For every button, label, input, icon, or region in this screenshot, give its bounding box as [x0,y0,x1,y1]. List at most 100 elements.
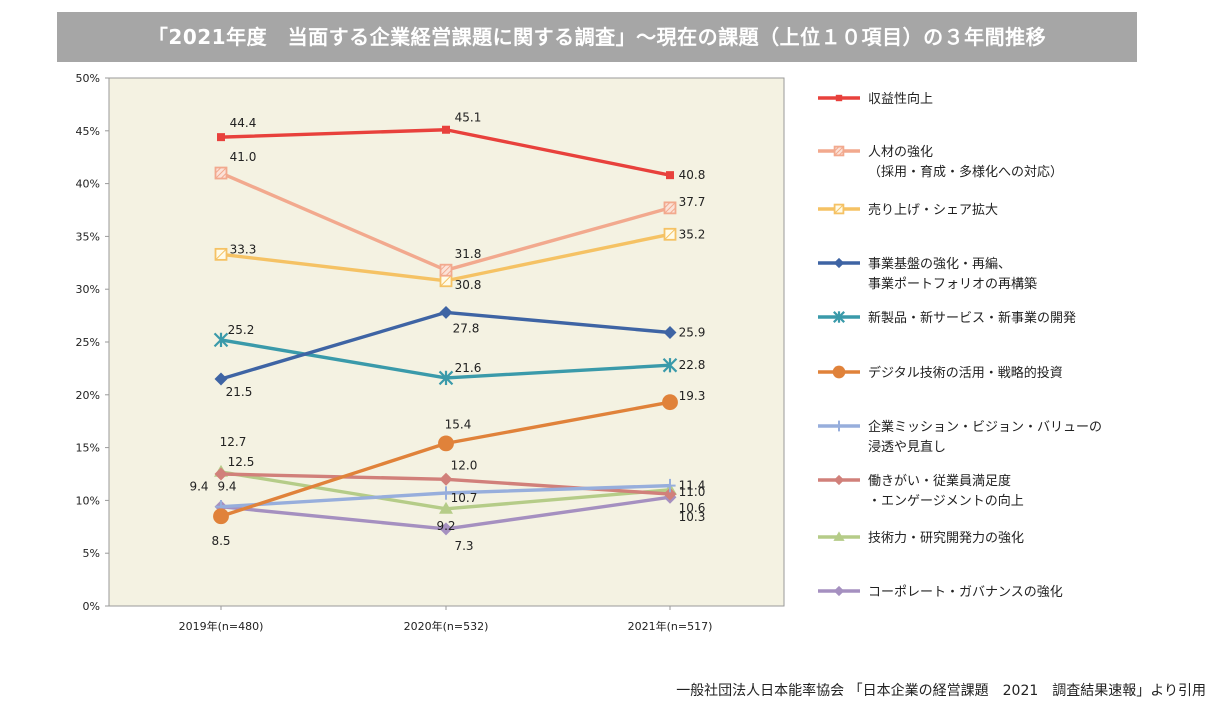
data-label: 22.8 [679,358,706,372]
series-3 [214,305,677,386]
data-label: 9.4 [217,480,236,494]
y-tick-label: 20% [76,389,100,402]
data-label: 11.0 [679,485,706,499]
legend-label: 収益性向上 [868,91,933,107]
point-marker [835,94,843,102]
data-label: 10.6 [679,501,706,515]
point-marker [833,257,845,269]
series-1 [214,166,677,277]
point-marker [662,394,678,411]
point-marker [833,311,845,323]
point-marker [832,365,846,379]
legend-label: 人材の強化 [868,145,933,160]
data-label: 12.5 [228,455,255,469]
point-marker [213,332,229,348]
x-axis: 2019年(n=480) 2020年(n=532) 2021年(n=517) [179,606,712,633]
data-label: 25.9 [679,325,706,339]
legend-label: （採用・育成・多様化への対応） [868,164,1063,180]
x-tick-label: 2020年(n=532) [404,619,489,633]
data-label: 10.7 [451,491,478,505]
point-marker [439,305,453,319]
y-tick-label: 25% [76,336,100,349]
data-label: 30.8 [455,278,482,292]
series-0 [217,125,674,180]
point-marker [440,486,452,500]
point-marker [833,531,845,541]
data-label: 11.4 [679,479,706,493]
legend-entry: 新製品・新サービス・新事業の開発 [818,310,1076,326]
legend-entry: コーポレート・ガバナンスの強化 [818,585,1063,600]
series-layer [213,125,678,536]
legend-label: 働きがい・従業員満足度 [868,473,1011,489]
data-label: 37.7 [679,195,706,209]
data-label: 12.7 [220,435,247,449]
y-tick-label: 35% [76,230,100,243]
point-marker [663,201,677,215]
y-tick-label: 40% [76,178,100,191]
data-label: 9.4 [189,480,208,494]
series-2 [214,227,677,288]
point-marker [439,522,453,536]
point-marker [214,372,228,386]
series-5 [213,394,678,525]
legend-label: 売り上げ・シェア拡大 [868,202,998,218]
legend-label: デジタル技術の活用・戦略的投資 [868,365,1063,381]
data-labels: 44.4 45.1 40.8 41.0 31.8 37.7 33.3 30.8 35.2 21.5… [189,111,705,553]
point-marker [217,133,225,142]
data-label: 33.3 [230,242,257,256]
point-marker [833,203,845,215]
data-label: 27.8 [453,321,480,335]
legend-label: 新製品・新サービス・新事業の開発 [868,310,1076,326]
point-marker [438,435,454,452]
data-label: 8.5 [211,534,230,548]
series-6 [215,478,676,514]
y-tick-label: 30% [76,283,100,296]
data-label: 15.4 [445,417,472,431]
data-label: 21.6 [455,361,482,375]
point-marker [442,125,450,134]
point-marker [214,166,228,180]
legend-entry: 人材の強化 （採用・育成・多様化への対応） [818,145,1063,180]
point-marker [663,326,677,339]
legend-label: 技術力・研究開発力の強化 [868,531,1024,546]
source-note: 一般社団法人日本能率協会 「日本企業の経営課題 2021 調査結果速報」より引用 [676,683,1206,699]
y-axis: 0% 5% 10% 15% 20% 25% 30% 35% 40% 45% 50% [76,72,109,613]
point-marker [833,585,845,597]
data-label: 44.4 [230,116,257,130]
legend-label: 事業ポートフォリオの再構築 [868,276,1037,292]
data-label: 35.2 [679,227,706,241]
data-label: 40.8 [679,168,706,182]
legend-entry: 働きがい・従業員満足度・エンゲージメントの向上 [818,473,1024,509]
legend-entry: 売り上げ・シェア拡大 [818,202,998,218]
point-marker [663,227,677,241]
legend-entry: 事業基盤の強化・再編、事業ポートフォリオの再構築 [818,256,1037,292]
point-marker [439,274,453,288]
y-tick-label: 45% [76,125,100,138]
point-marker [662,357,678,373]
data-label: 45.1 [455,111,482,125]
point-marker [663,487,677,501]
point-marker [833,145,845,157]
data-label: 31.8 [455,247,482,261]
data-label: 41.0 [230,150,257,164]
y-tick-label: 0% [83,600,100,613]
data-label: 21.5 [226,385,253,399]
y-tick-label: 5% [83,547,100,560]
legend-label: 事業基盤の強化・再編、 [868,256,1011,272]
x-tick-label: 2019年(n=480) [179,619,264,633]
chart-title: 「2021年度 当面する企業経営課題に関する調査」～現在の課題（上位１０項目）の… [57,12,1137,62]
point-marker [438,370,454,386]
point-marker [834,420,844,432]
data-label: 12.0 [451,458,478,472]
data-label: 7.3 [454,539,473,553]
data-label: 19.3 [679,389,706,403]
legend-label: コーポレート・ガバナンスの強化 [868,585,1063,600]
legend-entry: デジタル技術の活用・戦略的投資 [818,365,1063,381]
legend-label: 浸透や見直し [868,440,946,455]
legend-label: 企業ミッション・ビジョン・バリューの [868,419,1102,435]
point-marker [439,501,453,514]
data-label: 9.2 [436,519,455,533]
